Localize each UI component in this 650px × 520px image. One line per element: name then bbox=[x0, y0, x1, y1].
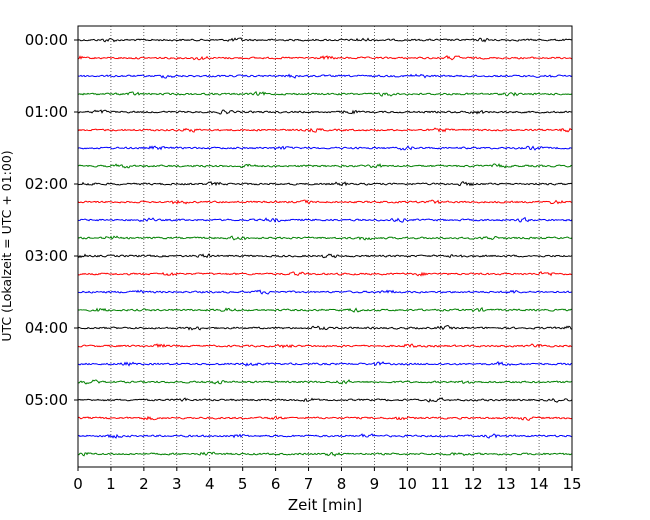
trace-line bbox=[77, 289, 573, 295]
trace-line bbox=[77, 37, 573, 43]
y-tick-label: 03:00 bbox=[25, 247, 68, 265]
x-tick-label: 4 bbox=[205, 475, 215, 493]
trace-line bbox=[77, 379, 573, 385]
trace-line bbox=[77, 127, 573, 133]
x-tick-label: 6 bbox=[271, 475, 281, 493]
trace-line bbox=[77, 55, 573, 61]
x-tick-label: 7 bbox=[304, 475, 314, 493]
x-tick-label: 3 bbox=[172, 475, 182, 493]
trace-line bbox=[77, 397, 573, 403]
trace-line bbox=[77, 415, 573, 421]
x-tick-label: 2 bbox=[139, 475, 149, 493]
trace-line bbox=[77, 163, 573, 169]
trace-line bbox=[77, 451, 573, 457]
y-axis-label: UTC (Lokalzeit = UTC + 01:00) bbox=[0, 150, 14, 341]
trace-line bbox=[77, 216, 573, 223]
plot-frame bbox=[77, 25, 573, 468]
seismic-traces bbox=[77, 37, 573, 457]
x-tick-label: 13 bbox=[497, 475, 516, 493]
x-tick-label: 11 bbox=[431, 475, 450, 493]
x-tick-label: 15 bbox=[562, 475, 581, 493]
x-tick-label: 14 bbox=[530, 475, 549, 493]
x-tick-label: 12 bbox=[464, 475, 483, 493]
x-tick-label: 0 bbox=[73, 475, 83, 493]
trace-line bbox=[77, 90, 573, 97]
trace-line bbox=[77, 199, 573, 205]
x-axis: 0 1 2 3 4 5 6 7 8 9 10 11 12 13 14 15 bbox=[73, 467, 582, 493]
trace-line bbox=[77, 73, 573, 79]
trace-line bbox=[77, 181, 573, 187]
x-tick-label: 9 bbox=[370, 475, 380, 493]
x-tick-label: 1 bbox=[106, 475, 116, 493]
y-tick-label: 05:00 bbox=[25, 391, 68, 409]
y-axis: 00:00 01:00 02:00 03:00 04:00 05:00 bbox=[25, 31, 78, 409]
y-tick-label: 01:00 bbox=[25, 103, 68, 121]
x-tick-label: 8 bbox=[337, 475, 347, 493]
trace-line bbox=[77, 271, 573, 277]
x-tick-label: 10 bbox=[398, 475, 417, 493]
trace-line bbox=[77, 307, 573, 313]
x-tick-label: 5 bbox=[238, 475, 248, 493]
trace-line bbox=[77, 253, 573, 259]
y-tick-label: 00:00 bbox=[25, 31, 68, 49]
trace-line bbox=[77, 343, 573, 349]
x-axis-label: Zeit [min] bbox=[288, 496, 362, 514]
trace-line bbox=[77, 361, 573, 367]
plot-area bbox=[78, 26, 572, 467]
trace-line bbox=[77, 324, 573, 331]
trace-line bbox=[77, 145, 573, 151]
trace-line bbox=[77, 109, 573, 115]
trace-line bbox=[77, 235, 573, 241]
y-tick-label: 04:00 bbox=[25, 319, 68, 337]
trace-line bbox=[77, 433, 573, 439]
y-tick-label: 02:00 bbox=[25, 175, 68, 193]
